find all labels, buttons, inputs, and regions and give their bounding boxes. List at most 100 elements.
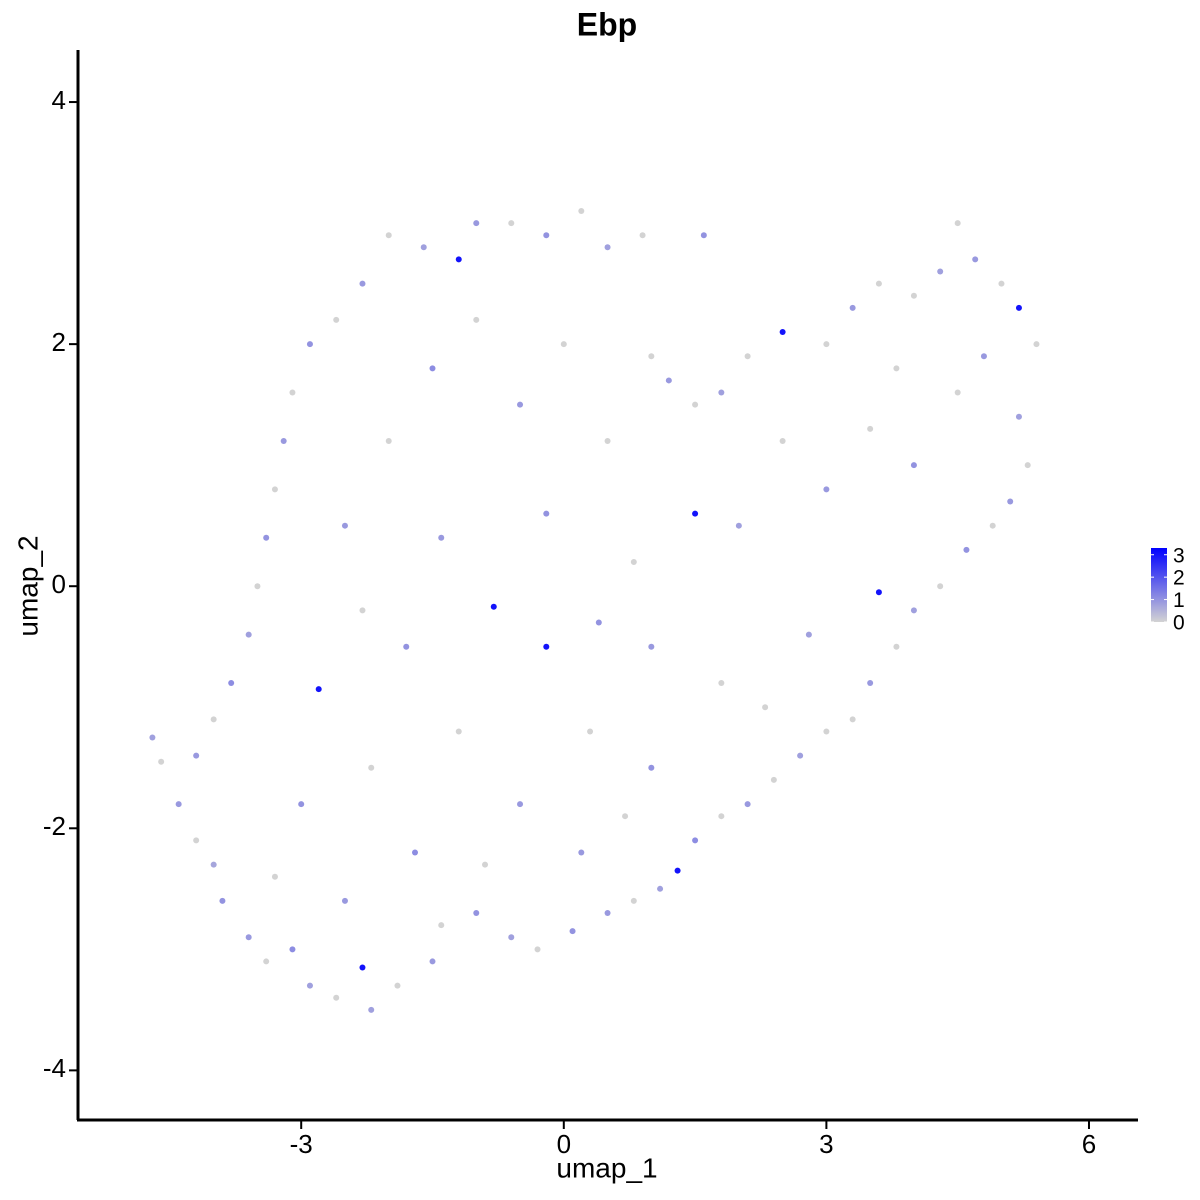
point — [910, 607, 917, 614]
point — [517, 801, 524, 808]
point — [972, 256, 979, 263]
point — [770, 776, 777, 783]
point — [438, 922, 445, 929]
point — [735, 522, 742, 529]
point — [1024, 462, 1031, 469]
point — [937, 583, 944, 590]
point — [797, 752, 804, 759]
point — [867, 680, 874, 687]
point — [569, 928, 576, 935]
point — [245, 631, 252, 638]
point — [420, 244, 427, 251]
point — [910, 292, 917, 299]
point — [245, 934, 252, 941]
point — [280, 437, 287, 444]
point — [263, 958, 270, 965]
point — [622, 813, 629, 820]
point — [963, 546, 970, 553]
point — [604, 910, 611, 917]
point — [692, 401, 699, 408]
point — [315, 686, 322, 693]
point — [700, 232, 707, 239]
point — [490, 603, 497, 610]
point — [849, 716, 856, 723]
point — [744, 353, 751, 360]
point — [455, 256, 462, 263]
point — [359, 607, 366, 614]
point — [604, 437, 611, 444]
point — [543, 510, 550, 517]
point — [823, 486, 830, 493]
point — [937, 268, 944, 275]
legend-tick-label: 0 — [1173, 612, 1185, 635]
point — [508, 934, 515, 941]
point — [578, 849, 585, 856]
point — [341, 897, 348, 904]
point — [718, 389, 725, 396]
point — [910, 462, 917, 469]
point — [578, 207, 585, 214]
point — [692, 510, 699, 517]
point — [193, 837, 200, 844]
point — [954, 389, 961, 396]
point — [604, 244, 611, 251]
point — [271, 873, 278, 880]
point — [1015, 304, 1022, 311]
point — [744, 801, 751, 808]
point — [630, 897, 637, 904]
point — [517, 401, 524, 408]
point — [630, 559, 637, 566]
y-tick-label: 2 — [52, 327, 66, 357]
y-axis-label: umap_2 — [12, 535, 43, 636]
point — [648, 643, 655, 650]
point — [341, 522, 348, 529]
point — [473, 910, 480, 917]
point — [271, 486, 278, 493]
point — [473, 220, 480, 227]
point — [298, 801, 305, 808]
point — [289, 389, 296, 396]
point — [875, 589, 882, 596]
y-tick-label: 0 — [52, 569, 66, 599]
point — [306, 982, 313, 989]
point — [508, 220, 515, 227]
point — [210, 861, 217, 868]
point — [543, 232, 550, 239]
point — [893, 365, 900, 372]
point — [368, 764, 375, 771]
point — [1015, 413, 1022, 420]
legend-tick-label: 1 — [1173, 589, 1185, 612]
point — [482, 861, 489, 868]
point — [359, 964, 366, 971]
point — [193, 752, 200, 759]
y-tick-label: -2 — [43, 811, 66, 841]
point — [989, 522, 996, 529]
point — [534, 946, 541, 953]
x-tick-label: 0 — [557, 1129, 571, 1159]
point — [385, 437, 392, 444]
point — [805, 631, 812, 638]
point — [823, 728, 830, 735]
point — [429, 365, 436, 372]
point — [648, 764, 655, 771]
point — [175, 801, 182, 808]
point — [403, 643, 410, 650]
point — [289, 946, 296, 953]
point — [980, 353, 987, 360]
point — [438, 534, 445, 541]
colorbar — [1151, 548, 1167, 622]
x-axis-label: umap_1 — [556, 1152, 657, 1183]
point — [692, 837, 699, 844]
point — [560, 341, 567, 348]
point — [779, 329, 786, 336]
legend-tick-label: 3 — [1173, 544, 1185, 567]
x-tick-label: 6 — [1082, 1129, 1096, 1159]
point — [385, 232, 392, 239]
point — [210, 716, 217, 723]
point — [587, 728, 594, 735]
point — [718, 680, 725, 687]
point — [1033, 341, 1040, 348]
point — [473, 316, 480, 323]
point — [998, 280, 1005, 287]
